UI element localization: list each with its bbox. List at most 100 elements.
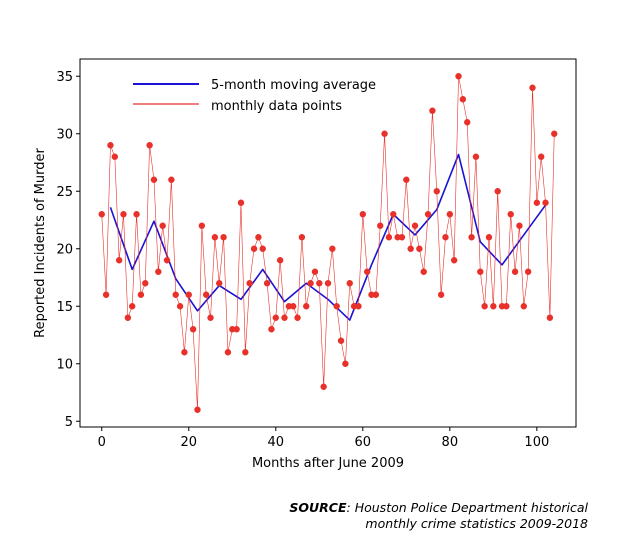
monthly-data-point (546, 314, 554, 321)
x-tick-label: 20 (180, 435, 197, 450)
monthly-data-point (551, 130, 558, 137)
monthly-data-point (111, 153, 119, 160)
monthly-data-point (207, 314, 214, 321)
y-tick-label: 20 (56, 242, 73, 257)
monthly-data-point (198, 222, 206, 229)
monthly-data-point (390, 211, 397, 218)
monthly-data-point (520, 303, 527, 310)
monthly-data-point (429, 107, 436, 114)
monthly-data-point (372, 291, 380, 298)
monthly-data-point (124, 314, 132, 321)
monthly-data-point (363, 268, 371, 275)
legend-label-monthly: monthly data points (211, 99, 342, 114)
monthly-data-point (268, 326, 275, 333)
monthly-data-point (468, 234, 475, 241)
monthly-data-point (485, 234, 493, 241)
monthly-data-point (150, 176, 158, 183)
monthly-data-point (255, 234, 262, 241)
legend: 5-month moving average monthly data poin… (133, 78, 376, 114)
monthly-data-point (107, 142, 114, 149)
monthly-data-point (250, 245, 258, 252)
x-axis: 0 20 40 60 80 100 (98, 427, 549, 450)
monthly-data-point (424, 211, 432, 218)
monthly-data-point (533, 199, 541, 206)
monthly-data-point (511, 268, 519, 275)
monthly-data-point (385, 234, 393, 241)
monthly-data-point (324, 280, 332, 287)
x-tick-label: 80 (442, 435, 459, 450)
monthly-data-point (102, 291, 110, 298)
monthly-data-point (503, 303, 510, 310)
monthly-data-point (115, 257, 123, 264)
monthly-data-point (398, 234, 406, 241)
y-tick-label: 5 (65, 415, 73, 430)
monthly-data-point (159, 222, 166, 229)
y-tick-label: 25 (56, 185, 73, 200)
monthly-data-point (211, 234, 219, 241)
monthly-data-point (381, 130, 388, 137)
monthly-data-line (101, 76, 555, 410)
monthly-data-point (529, 84, 536, 91)
x-tick-label: 0 (98, 435, 106, 450)
monthly-data-point (246, 280, 253, 287)
x-tick-label: 60 (355, 435, 372, 450)
source-label: SOURCE (289, 500, 347, 515)
monthly-data-point (307, 280, 314, 287)
x-axis-label: Months after June 2009 (252, 456, 404, 471)
y-tick-label: 10 (56, 357, 73, 372)
monthly-data-point (181, 349, 188, 356)
monthly-data-point (120, 211, 127, 218)
monthly-data-point (542, 199, 549, 206)
monthly-data-point (98, 211, 105, 218)
monthly-data-point (420, 268, 427, 275)
x-tick-label: 40 (268, 435, 285, 450)
monthly-data-point (442, 234, 449, 241)
monthly-data-point (163, 257, 171, 264)
source-line-1: SOURCE: Houston Police Department histor… (289, 500, 588, 516)
monthly-data-point (355, 303, 362, 310)
monthly-data-point (220, 234, 227, 241)
monthly-data-point (129, 303, 136, 310)
monthly-data-point (329, 245, 336, 252)
source-line-2: monthly crime statistics 2009-2018 (365, 516, 588, 531)
plot-content (98, 73, 558, 413)
source-text-1: : Houston Police Department historical (346, 500, 588, 515)
plot-frame (79, 58, 577, 428)
monthly-data-point (289, 303, 297, 310)
monthly-data-point (433, 188, 440, 195)
monthly-data-point (168, 176, 175, 183)
monthly-data-point (202, 291, 210, 298)
monthly-data-point (516, 222, 523, 229)
monthly-data-point (459, 96, 467, 103)
monthly-data-point (464, 119, 471, 126)
monthly-data-point (316, 280, 323, 287)
y-tick-label: 15 (56, 300, 73, 315)
monthly-data-point (311, 268, 319, 275)
monthly-data-point (189, 326, 197, 333)
monthly-data-point (437, 291, 445, 298)
source-note: SOURCE: Houston Police Department histor… (289, 500, 588, 532)
monthly-data-point (342, 360, 349, 367)
y-tick-label: 30 (56, 127, 73, 142)
monthly-data-point (537, 153, 545, 160)
monthly-data-point (224, 349, 232, 356)
monthly-data-point (233, 326, 240, 333)
monthly-data-point (272, 314, 279, 321)
y-axis-label: Reported Incidents of Murder (33, 148, 48, 338)
monthly-data-point (507, 211, 514, 218)
monthly-data-point (259, 245, 266, 252)
monthly-data-point (337, 337, 345, 344)
monthly-data-point (333, 303, 340, 310)
monthly-data-point (446, 211, 454, 218)
monthly-data-point (346, 280, 353, 287)
monthly-data-point (490, 303, 497, 310)
monthly-data-point (142, 280, 149, 287)
monthly-data-point (172, 291, 179, 298)
monthly-data-point (137, 291, 145, 298)
monthly-data-point (294, 314, 301, 321)
monthly-data-point (176, 303, 184, 310)
legend-label-moving-average: 5-month moving average (211, 78, 376, 93)
monthly-data-point (146, 142, 153, 149)
